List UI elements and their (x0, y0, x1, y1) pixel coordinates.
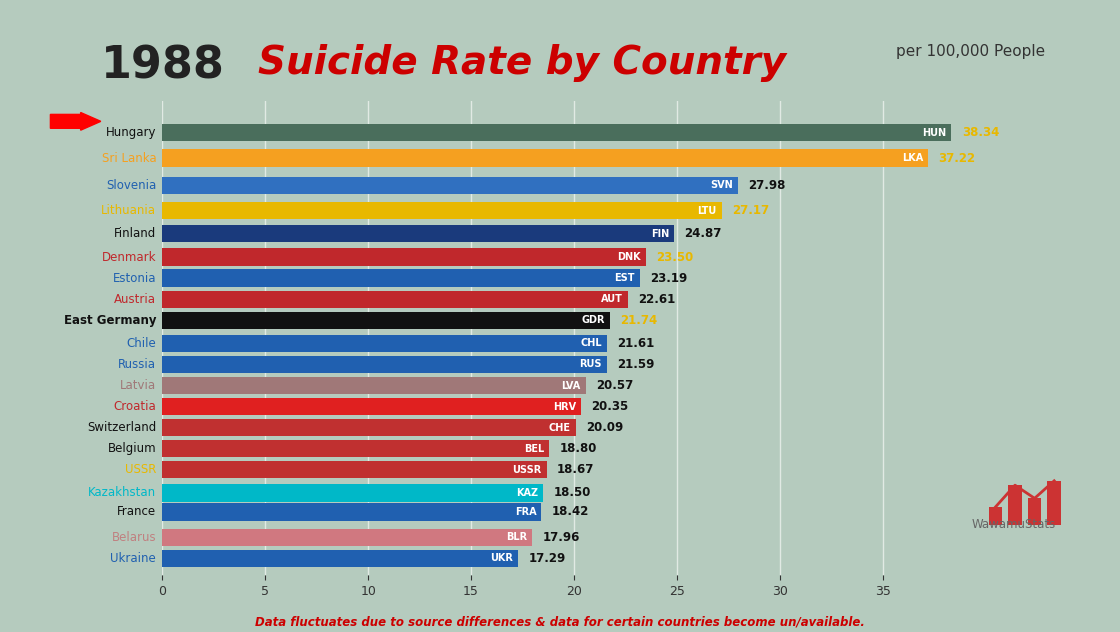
Bar (1028, 498, 1042, 525)
Text: Data fluctuates due to source differences & data for certain countries become un: Data fluctuates due to source difference… (255, 616, 865, 629)
Text: 18.80: 18.80 (560, 442, 597, 455)
Bar (1047, 481, 1061, 525)
Text: UKR: UKR (491, 553, 513, 563)
Text: CHE: CHE (549, 423, 571, 433)
Text: 20.35: 20.35 (591, 400, 628, 413)
Bar (162, 202, 721, 219)
Text: HRV: HRV (553, 401, 576, 411)
Text: Finland: Finland (114, 228, 156, 240)
Bar (162, 248, 646, 265)
Text: East Germany: East Germany (64, 313, 156, 327)
Text: RUS: RUS (579, 360, 601, 370)
Text: 17.29: 17.29 (529, 552, 566, 565)
Text: AUT: AUT (600, 294, 623, 304)
Text: DNK: DNK (617, 252, 641, 262)
Text: Ukraine: Ukraine (111, 552, 156, 565)
Bar (162, 291, 627, 308)
Text: BEL: BEL (524, 444, 544, 454)
Text: GDR: GDR (581, 315, 605, 325)
Text: 22.61: 22.61 (638, 293, 675, 306)
Text: 21.61: 21.61 (617, 337, 655, 350)
Text: USSR: USSR (124, 463, 156, 477)
Text: Lithuania: Lithuania (101, 204, 156, 217)
Text: LKA: LKA (902, 153, 923, 163)
Bar (162, 124, 951, 142)
Text: Denmark: Denmark (102, 250, 156, 264)
Text: Austria: Austria (114, 293, 156, 306)
Text: Estonia: Estonia (113, 272, 156, 284)
Text: FRA: FRA (515, 507, 536, 517)
Text: Switzerland: Switzerland (87, 421, 156, 434)
Text: Belgium: Belgium (108, 442, 156, 455)
Bar (1008, 485, 1021, 525)
Text: Latvia: Latvia (120, 379, 156, 392)
Text: BLR: BLR (506, 532, 526, 542)
Text: USSR: USSR (512, 465, 541, 475)
Text: LVA: LVA (561, 380, 580, 391)
Text: per 100,000 People: per 100,000 People (896, 44, 1045, 59)
Bar (162, 461, 547, 478)
Text: 17.96: 17.96 (542, 531, 580, 544)
Text: 18.67: 18.67 (557, 463, 595, 477)
Text: Russia: Russia (119, 358, 156, 371)
Text: Belarus: Belarus (112, 531, 156, 544)
Bar (162, 484, 543, 502)
Text: 38.34: 38.34 (962, 126, 999, 139)
Text: FIN: FIN (651, 229, 669, 239)
Bar (162, 503, 541, 521)
Text: 24.87: 24.87 (684, 228, 722, 240)
Text: CHL: CHL (580, 338, 601, 348)
Text: Chile: Chile (127, 337, 156, 350)
Bar (162, 528, 532, 546)
Text: HUN: HUN (922, 128, 946, 138)
Text: 1988: 1988 (101, 44, 225, 87)
Bar (162, 225, 674, 243)
Text: 20.57: 20.57 (596, 379, 633, 392)
Text: Kazakhstan: Kazakhstan (88, 487, 156, 499)
Text: 23.50: 23.50 (656, 250, 693, 264)
Text: Hungary: Hungary (105, 126, 156, 139)
Text: 27.98: 27.98 (748, 179, 786, 192)
Bar (162, 398, 581, 415)
Text: 18.50: 18.50 (553, 487, 590, 499)
Text: SVN: SVN (710, 180, 734, 190)
Text: 18.42: 18.42 (552, 506, 589, 518)
Bar (162, 312, 609, 329)
Text: 21.59: 21.59 (617, 358, 654, 371)
Bar (162, 356, 607, 373)
Text: Sri Lanka: Sri Lanka (102, 152, 156, 164)
Bar (162, 419, 576, 436)
Bar (162, 440, 549, 458)
Text: 23.19: 23.19 (650, 272, 688, 284)
Text: Slovenia: Slovenia (106, 179, 156, 192)
Text: 20.09: 20.09 (586, 421, 624, 434)
Bar (162, 149, 928, 167)
Text: 27.17: 27.17 (731, 204, 769, 217)
Text: EST: EST (614, 273, 635, 283)
Text: Croatia: Croatia (113, 400, 156, 413)
Text: Suicide Rate by Country: Suicide Rate by Country (258, 44, 786, 82)
Bar (162, 550, 519, 567)
Bar (162, 335, 607, 352)
Text: 37.22: 37.22 (939, 152, 976, 164)
Bar (989, 507, 1002, 525)
Text: KAZ: KAZ (516, 488, 538, 498)
Bar (162, 269, 640, 287)
Text: 21.74: 21.74 (620, 313, 657, 327)
Bar (162, 377, 586, 394)
Text: LTU: LTU (697, 205, 717, 216)
Text: France: France (118, 506, 156, 518)
Bar (162, 177, 738, 194)
Text: WawamuStats: WawamuStats (971, 518, 1056, 531)
